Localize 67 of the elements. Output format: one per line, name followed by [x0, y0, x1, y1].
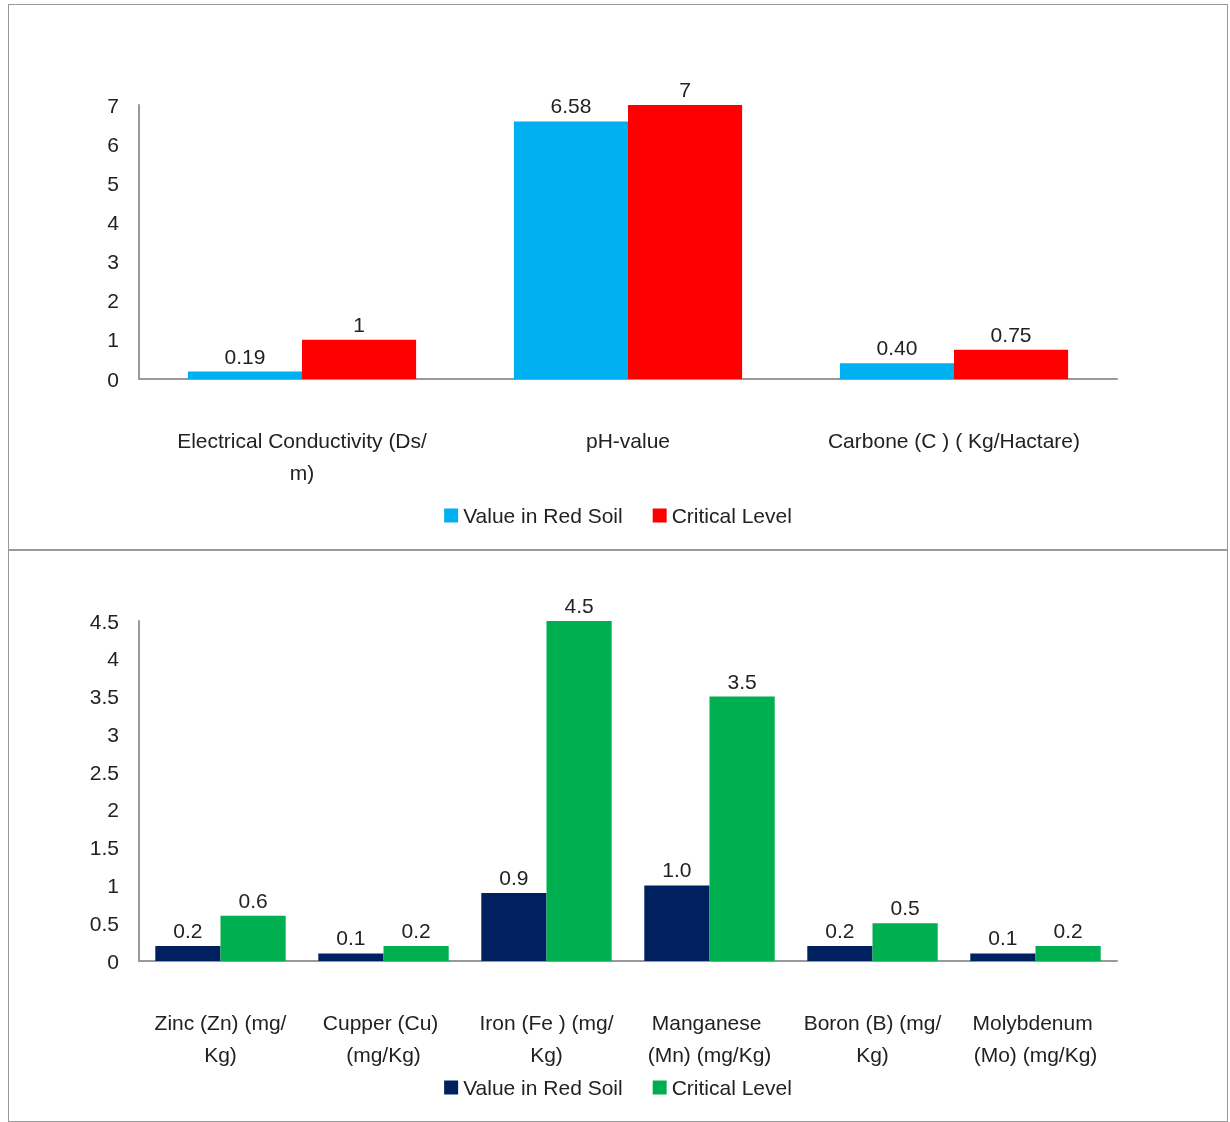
bar	[628, 105, 743, 379]
y-tick-label: 1	[107, 873, 119, 897]
data-label: 0.2	[1053, 918, 1083, 942]
legend-label: Critical Level	[671, 504, 792, 527]
y-tick-label: 7	[107, 93, 119, 117]
data-label: 1.0	[662, 858, 692, 882]
data-label: 6.58	[550, 94, 592, 118]
bar	[709, 696, 775, 961]
x-tick-label: Cupper (Cu) (mg/Kg)	[322, 1010, 445, 1066]
data-label: 0.19	[224, 344, 266, 368]
data-label: 1	[353, 312, 365, 336]
data-label: 0.6	[238, 888, 268, 912]
bar	[383, 945, 449, 961]
bar	[839, 363, 954, 379]
x-tick-label: Carbone (C ) ( Kg/Hactare)	[827, 428, 1081, 452]
data-label: 0.9	[499, 866, 529, 889]
y-tick-label: 4.5	[89, 609, 119, 633]
bar	[807, 945, 873, 961]
legend-label: Value in Red Soil	[463, 504, 623, 527]
y-tick-label: 4	[107, 647, 120, 671]
bar	[970, 953, 1036, 961]
bar	[954, 349, 1069, 379]
bar	[513, 121, 628, 379]
data-label: 7	[679, 78, 691, 101]
y-tick-label: 4	[107, 210, 120, 234]
data-label: 0.1	[336, 926, 366, 950]
y-tick-label: 1.5	[89, 836, 119, 860]
y-tick-label: 5	[107, 171, 119, 195]
x-tick-label: Molybdenum (Mo) (mg/Kg)	[972, 1010, 1099, 1066]
y-tick-label: 3	[107, 250, 119, 274]
y-tick-label: 2	[107, 289, 119, 313]
y-tick-label: 0	[107, 367, 119, 391]
bar	[1035, 945, 1101, 961]
bar	[302, 339, 417, 379]
x-tick-label: Electrical Conductivity (Ds/m)	[177, 428, 428, 484]
x-tick-label: Iron (Fe ) (mg/Kg)	[479, 1010, 614, 1066]
bar	[318, 953, 384, 961]
y-tick-label: 2	[107, 798, 119, 822]
y-tick-label: 3	[107, 722, 119, 746]
bar	[644, 885, 710, 961]
data-label: 0.1	[988, 926, 1018, 950]
data-label: 0.75	[990, 322, 1032, 346]
bar	[220, 915, 286, 961]
data-label: 0.2	[173, 918, 203, 942]
bar	[481, 893, 547, 961]
y-tick-label: 3.5	[89, 685, 119, 709]
y-tick-label: 0	[107, 949, 119, 973]
bar	[155, 945, 221, 961]
data-label: 0.2	[401, 918, 431, 942]
data-label: 4.5	[564, 594, 594, 617]
legend-label: Value in Red Soil	[463, 1076, 623, 1099]
y-tick-label: 6	[107, 132, 119, 156]
y-tick-label: 2.5	[89, 760, 119, 784]
x-tick-label: Boron (B) (mg/Kg)	[803, 1010, 942, 1066]
bar	[187, 371, 302, 379]
y-tick-label: 1	[107, 328, 119, 352]
bar	[546, 621, 612, 961]
x-tick-label: Manganese (Mn) (mg/Kg)	[647, 1010, 772, 1066]
data-label: 0.5	[890, 896, 920, 920]
y-tick-label: 0.5	[89, 911, 119, 935]
data-label: 0.40	[876, 336, 918, 360]
data-label: 0.2	[825, 918, 855, 942]
x-tick-label: Zinc (Zn) (mg/Kg)	[154, 1010, 287, 1066]
x-tick-label: pH-value	[585, 428, 671, 452]
legend-label: Critical Level	[671, 1076, 792, 1099]
bar	[872, 923, 938, 961]
data-label: 3.5	[727, 669, 757, 693]
